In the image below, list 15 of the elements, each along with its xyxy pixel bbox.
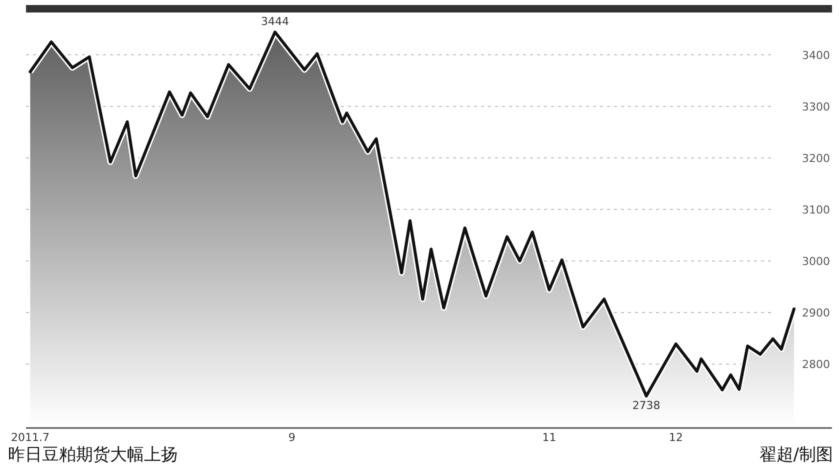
- y-tick-label: 2800: [802, 358, 830, 372]
- y-tick-label: 3200: [802, 152, 830, 165]
- y-tick-label: 3300: [802, 100, 830, 114]
- x-tick-label: 11: [542, 431, 556, 444]
- y-tick-label: 3400: [802, 48, 830, 62]
- x-tick-label: 9: [288, 431, 296, 444]
- x-tick-label: 12: [668, 431, 683, 444]
- y-tick-label: 3000: [802, 254, 830, 268]
- y-tick-label: 3100: [802, 203, 830, 216]
- x-tick-label: 2011.7: [10, 431, 50, 444]
- text: 翟超/制图: [759, 445, 833, 465]
- y-tick-label: 2900: [802, 306, 830, 320]
- annotation: 2738: [632, 399, 660, 412]
- annotation: 3444: [260, 15, 289, 28]
- text: 昨日豆粕期货大幅上扬: [8, 445, 178, 465]
